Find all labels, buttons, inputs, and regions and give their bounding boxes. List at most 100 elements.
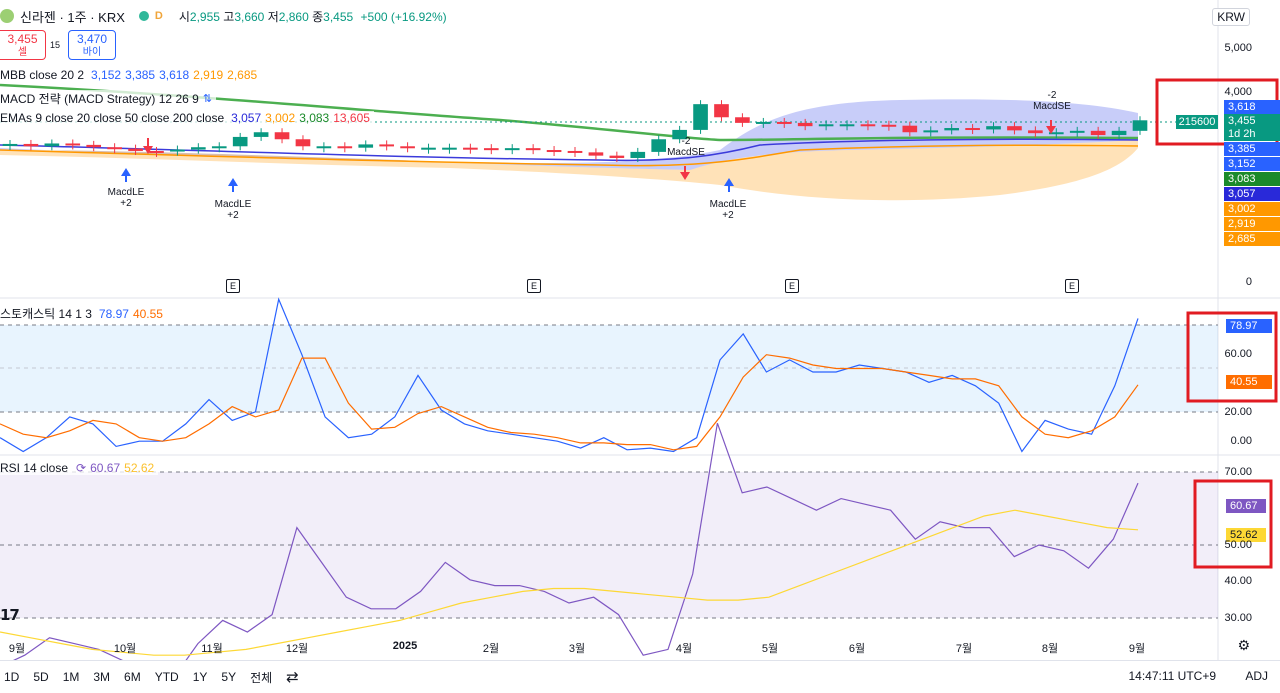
highlight-box-rsi xyxy=(1193,479,1273,569)
timeframe-1d[interactable]: 1D xyxy=(4,670,20,684)
bb-lowest-tag: 2,685 xyxy=(1224,232,1280,246)
candle xyxy=(944,128,959,131)
candle xyxy=(23,143,39,147)
time-axis-label: 2월 xyxy=(482,643,500,655)
earnings-badge[interactable]: E xyxy=(1065,279,1079,293)
candle xyxy=(735,117,750,123)
earnings-badge[interactable]: E xyxy=(527,279,541,293)
price-axis-label: 4,000 xyxy=(1224,86,1252,98)
ohlc-readout: 시2,955 고3,660 저2,860 종3,455 +500 (+16.92… xyxy=(178,9,447,24)
timeframe-3m[interactable]: 3M xyxy=(93,670,111,684)
candle xyxy=(421,147,436,150)
date-range-icon[interactable]: ⇄ xyxy=(286,669,299,686)
candle xyxy=(1028,130,1043,134)
candle xyxy=(546,150,562,153)
clock[interactable]: 14:47:11 UTC+9 xyxy=(1128,669,1217,683)
candle xyxy=(379,144,394,147)
rsi-ma-line xyxy=(0,509,1139,656)
ema-200-line xyxy=(0,83,1139,142)
stoch-axis-label: 20.00 xyxy=(1224,406,1252,418)
macdle-arrow xyxy=(228,178,238,192)
last-price-tag: 3,455 xyxy=(1224,114,1280,128)
candle xyxy=(295,139,311,147)
bb-legend[interactable]: MBB close 20 2 3,152 3,385 3,618 2,919 2… xyxy=(0,68,262,82)
candle xyxy=(211,146,227,149)
adj-toggle[interactable]: ADJ xyxy=(1245,669,1268,683)
emas-legend[interactable]: EMAs 9 close 20 close 50 close 200 close… xyxy=(0,111,374,125)
macd-legend[interactable]: MACD 전략 (MACD Strategy) 12 26 9 ⇅ xyxy=(0,90,217,107)
stoch-k-line xyxy=(0,297,1139,453)
symbol-header: 신라젠 · 1주 · KRX D 시2,955 고3,660 저2,860 종3… xyxy=(0,4,447,28)
candle xyxy=(128,148,143,151)
time-axis-label: 9월 xyxy=(1128,643,1146,655)
stoch-axis-label: 60.00 xyxy=(1224,348,1252,360)
candle xyxy=(839,124,855,127)
gear-icon[interactable]: ⚙ xyxy=(1237,637,1250,653)
rsi-value-tag: 60.67 xyxy=(1226,499,1266,513)
timeframe-ytd[interactable]: YTD xyxy=(154,670,179,684)
time-axis-label: 4월 xyxy=(675,643,693,655)
chart-canvas[interactable] xyxy=(0,0,1280,660)
time-axis-label: 8월 xyxy=(1041,643,1059,655)
buy-button[interactable]: 3,470 바이 xyxy=(68,30,116,60)
candle xyxy=(1132,120,1148,131)
currency-selector[interactable]: KRW xyxy=(1212,8,1250,26)
stoch-legend[interactable]: 스토캐스틱 14 1 3 78.97 40.55 xyxy=(0,305,167,322)
sell-button[interactable]: 3,455 셀 xyxy=(0,30,46,60)
stoch-d-line xyxy=(0,354,1139,451)
macdse-arrow xyxy=(1046,120,1056,134)
macd-settings-icon[interactable]: ⇅ xyxy=(202,93,213,105)
bb-upper-band xyxy=(0,99,1138,170)
timeframe-1y[interactable]: 1Y xyxy=(192,670,208,684)
candle xyxy=(2,143,18,146)
candle xyxy=(170,149,185,152)
macdse-label: -2 MacdSE xyxy=(1033,90,1071,112)
symbol-title[interactable]: 신라젠 · 1주 · KRX xyxy=(20,9,125,25)
macdle-arrow xyxy=(724,178,734,192)
time-axis-label: 11월 xyxy=(201,643,223,655)
macdle-label: MacdLE +2 xyxy=(709,199,747,221)
candle xyxy=(483,148,499,151)
candle xyxy=(149,150,164,153)
timeframe-all[interactable]: 전체 xyxy=(250,670,273,685)
candle xyxy=(86,144,102,148)
timeframe-5d[interactable]: 5D xyxy=(33,670,49,684)
ema-50-tag: 3,083 xyxy=(1224,172,1280,186)
time-axis-label: 12월 xyxy=(285,643,309,655)
rsi-axis-label: 70.00 xyxy=(1224,466,1252,478)
open-value: 2,955 xyxy=(189,9,220,24)
timeframe-6m[interactable]: 6M xyxy=(124,670,141,684)
company-logo-icon xyxy=(0,9,14,23)
candle xyxy=(693,104,708,130)
bb-basis-tag: 3,152 xyxy=(1224,157,1280,171)
macdle-label: MacdLE +2 xyxy=(214,199,252,221)
ema-9-line xyxy=(0,138,1139,162)
macdle-arrow xyxy=(121,168,131,182)
ema-20-tag: 3,002 xyxy=(1224,202,1280,216)
candle xyxy=(274,132,290,140)
timeframe-1m[interactable]: 1M xyxy=(62,670,80,684)
candle xyxy=(232,136,248,147)
rsi-sync-icon[interactable]: ⟳ xyxy=(76,461,87,475)
earnings-badge[interactable]: E xyxy=(785,279,799,293)
candle xyxy=(504,148,520,151)
bb-upper-tag: 3,618 xyxy=(1224,100,1280,114)
ema-20-line xyxy=(0,144,1139,167)
timeframe-5y[interactable]: 5Y xyxy=(221,670,237,684)
candle xyxy=(525,148,541,151)
candle xyxy=(776,121,792,124)
ema-9-tag: 3,057 xyxy=(1224,187,1280,201)
macdse-arrow xyxy=(143,138,153,154)
candle xyxy=(1048,132,1064,135)
candle xyxy=(337,146,353,149)
time-axis-label: 10월 xyxy=(113,643,137,655)
macdle-label: MacdLE +2 xyxy=(107,187,145,209)
rsi-axis-label: 40.00 xyxy=(1224,575,1252,587)
candle xyxy=(191,147,206,150)
candles-group xyxy=(2,100,1148,162)
macdse-arrow xyxy=(680,166,690,180)
rsi-legend[interactable]: RSI 14 close ⟳ 60.67 52.62 xyxy=(0,461,159,475)
stoch-axis-label: 0.00 xyxy=(1230,435,1252,447)
candle xyxy=(651,139,667,152)
earnings-badge[interactable]: E xyxy=(226,279,240,293)
